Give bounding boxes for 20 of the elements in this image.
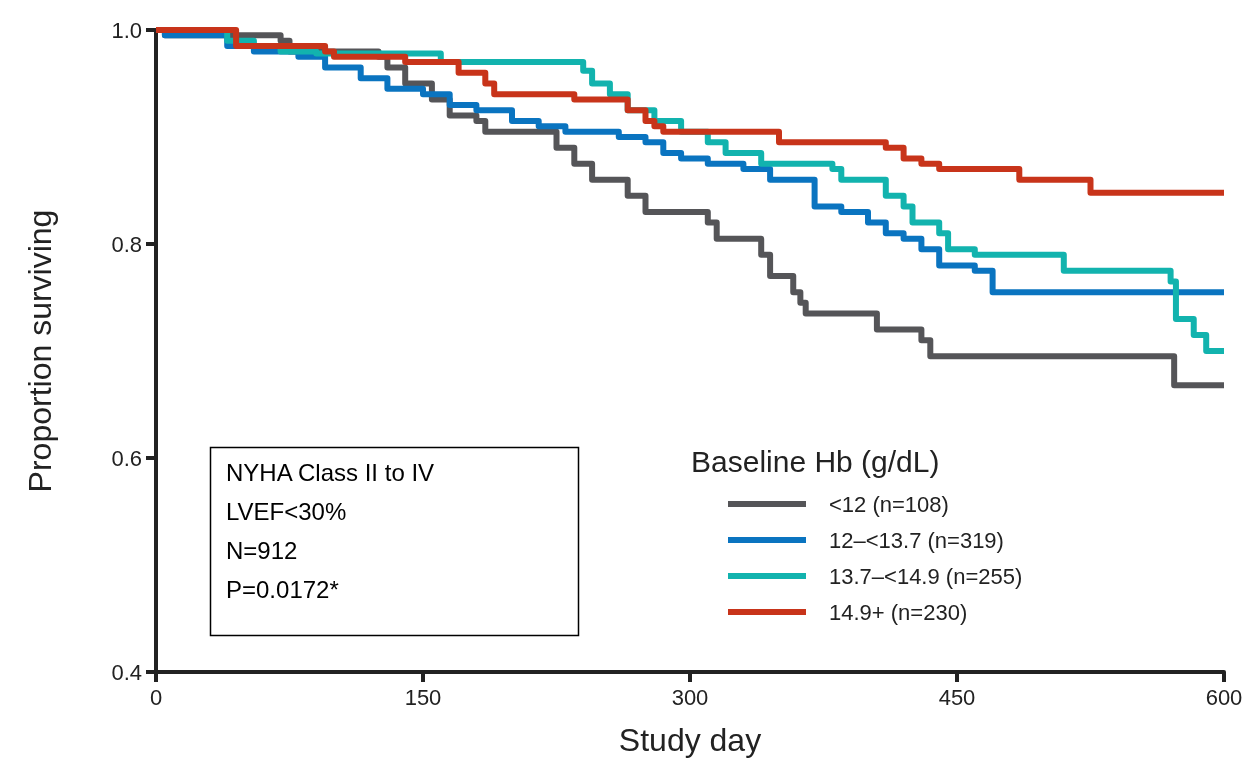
x-tick-label: 150 xyxy=(404,684,442,710)
legend-label: <12 (n=108) xyxy=(829,491,949,517)
x-tick-label: 0 xyxy=(149,684,163,710)
annotation: P=0.0172* xyxy=(226,575,339,603)
x-axis-title: Study day xyxy=(618,722,762,758)
y-tick-label: 1.0 xyxy=(111,17,142,43)
annotation: NYHA Class II to IV xyxy=(226,458,435,486)
x-tick-label: 450 xyxy=(938,684,976,710)
legend-label: 13.7–<14.9 (n=255) xyxy=(829,563,1023,589)
x-tick-label: 300 xyxy=(671,684,709,710)
legend-title: Baseline Hb (g/dL) xyxy=(691,444,940,478)
legend-label: 14.9+ (n=230) xyxy=(829,599,968,625)
x-tick-label: 600 xyxy=(1205,684,1243,710)
legend-label: 12–<13.7 (n=319) xyxy=(829,527,1004,553)
y-axis-title: Proportion surviving xyxy=(22,209,58,493)
y-tick-label: 0.6 xyxy=(111,445,142,471)
y-tick-label: 0.8 xyxy=(111,231,142,257)
y-tick-label: 0.4 xyxy=(111,659,142,685)
annotation: N=912 xyxy=(226,536,298,564)
annotation: LVEF<30% xyxy=(226,497,347,525)
